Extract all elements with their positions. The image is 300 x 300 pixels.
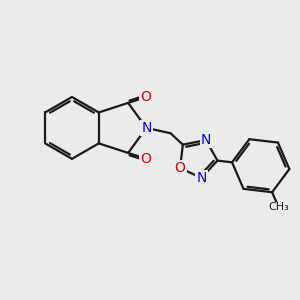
- Text: O: O: [140, 152, 151, 166]
- Text: N: N: [141, 121, 152, 135]
- Text: N: N: [196, 171, 207, 185]
- Text: O: O: [175, 161, 185, 175]
- Text: O: O: [140, 90, 151, 104]
- Text: N: N: [201, 133, 211, 147]
- Text: CH₃: CH₃: [268, 202, 289, 212]
